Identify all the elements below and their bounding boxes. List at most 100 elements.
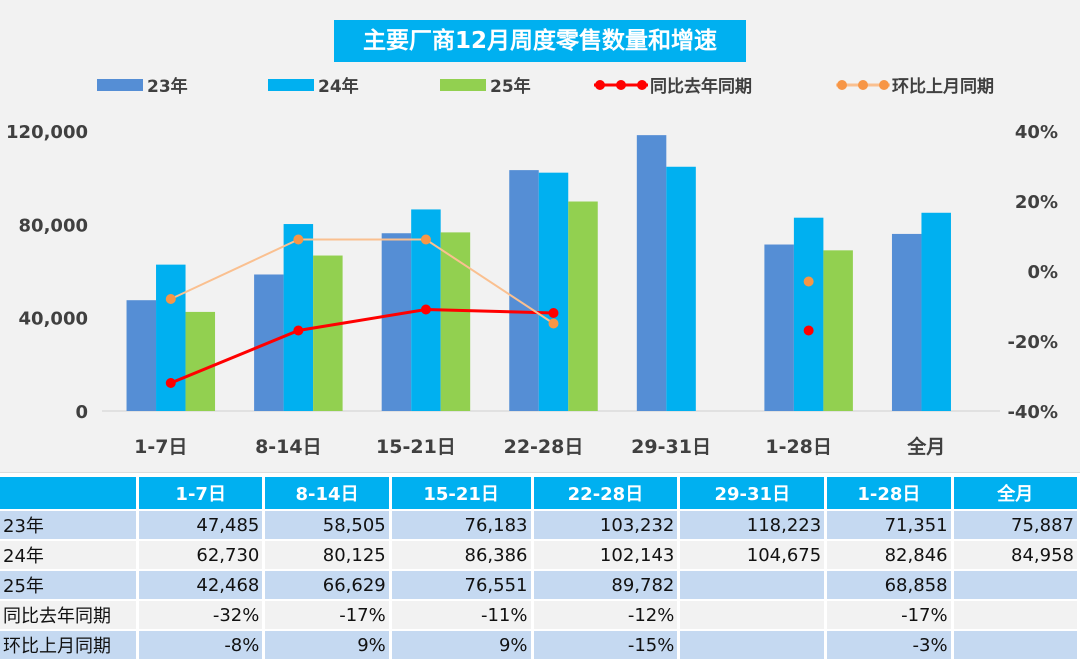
legend-swatch-23年 <box>97 79 143 91</box>
bar-24年-1-28日 <box>793 217 824 411</box>
row-header-cell: 23年 <box>0 511 136 539</box>
x-axis-tick-label: 29-31日 <box>631 436 711 458</box>
legend-label: 23年 <box>147 76 188 97</box>
bar-24年-全月 <box>921 212 951 411</box>
row-header-cell: 24年 <box>0 541 136 569</box>
table-cell: 9% <box>391 631 531 659</box>
table-cell: 118,223 <box>680 511 825 539</box>
line-环比上月同期 <box>170 238 555 325</box>
bar-24年-29-31日 <box>666 166 696 411</box>
table-header-cell <box>0 477 136 509</box>
table-row: 23年 47,485 58,505 76,183 103,232 118,223 71,35… <box>0 511 1077 539</box>
table-cell <box>680 631 825 659</box>
table-cell: -32% <box>139 601 263 629</box>
table-cell: 9% <box>265 631 389 659</box>
bar-25年-1-7日 <box>185 311 216 411</box>
legend-marker-环比上月同期 <box>879 80 889 90</box>
bar-25年-1-28日 <box>823 250 853 411</box>
table-cell <box>680 571 825 599</box>
table-cell: 62,730 <box>139 541 263 569</box>
point-环比上月同期-22-28日 <box>548 318 559 329</box>
table-cell: 103,232 <box>533 511 678 539</box>
point-同比去年同期-22-28日 <box>548 308 559 318</box>
legend-marker-同比去年同期 <box>616 80 626 90</box>
x-axis-tick-label: 8-14日 <box>255 436 322 458</box>
legend-label: 24年 <box>318 76 359 97</box>
x-axis-tick-label: 全月 <box>906 435 945 458</box>
table-cell: 71,351 <box>827 511 951 539</box>
row-header-cell: 25年 <box>0 571 136 599</box>
table-row: 24年 62,730 80,125 86,386 102,143 104,675 82,84… <box>0 541 1077 569</box>
bar-23年-15-21日 <box>381 233 412 411</box>
table-cell: 68,858 <box>827 571 951 599</box>
bar-25年-15-21日 <box>440 232 471 411</box>
table-cell: 84,958 <box>953 541 1077 569</box>
bar-23年-22-28日 <box>509 170 539 411</box>
bar-23年-1-7日 <box>126 300 157 411</box>
legend-label: 25年 <box>490 76 531 97</box>
point-同比去年同期-8-14日 <box>293 325 304 336</box>
table-cell: -11% <box>391 601 531 629</box>
left-axis-tick-label: 80,000 <box>19 215 88 236</box>
bar-24年-8-14日 <box>283 224 314 411</box>
bar-24年-22-28日 <box>538 172 569 411</box>
table-cell <box>953 571 1077 599</box>
table-row: 环比上月同期 -8% 9% 9% -15% -3% <box>0 631 1077 659</box>
bar-25年-8-14日 <box>313 255 343 411</box>
point-环比上月同期-1-7日 <box>165 294 176 304</box>
table-header-cell: 1-28日 <box>827 477 951 509</box>
legend-swatch-24年 <box>268 79 314 91</box>
table-cell: 104,675 <box>680 541 825 569</box>
table-header-cell: 8-14日 <box>265 477 389 509</box>
legend-marker-同比去年同期 <box>637 80 647 90</box>
table-cell: 89,782 <box>533 571 678 599</box>
x-axis-tick-label: 22-28日 <box>504 436 584 458</box>
point-环比上月同期-8-14日 <box>293 234 304 245</box>
legend-marker-环比上月同期 <box>837 80 847 90</box>
table-cell: -15% <box>533 631 678 659</box>
legend-label: 同比去年同期 <box>650 76 752 97</box>
table-cell: 102,143 <box>533 541 678 569</box>
right-axis-tick-label: -20% <box>1007 332 1058 353</box>
point-同比去年同期-1-28日 <box>803 325 814 336</box>
table-row: 25年 42,468 66,629 76,551 89,782 68,858 <box>0 571 1077 599</box>
right-axis-tick-label: 40% <box>1015 122 1058 143</box>
table-header-cell: 15-21日 <box>391 477 531 509</box>
bar-24年-1-7日 <box>156 264 186 411</box>
table-cell <box>953 601 1077 629</box>
table-cell <box>953 631 1077 659</box>
legend-marker-环比上月同期 <box>858 80 868 90</box>
table-header-cell: 22-28日 <box>533 477 678 509</box>
table-cell: 76,183 <box>391 511 531 539</box>
table-cell <box>680 601 825 629</box>
bar-23年-全月 <box>891 233 922 411</box>
table-cell: 82,846 <box>827 541 951 569</box>
x-axis-tick-label: 1-7日 <box>134 436 187 458</box>
chart-svg: 0 40,000 80,000 120,000 -40% -20% 0% 20% 40% 1-7日… <box>6 76 1058 458</box>
left-axis-tick-label: 0 <box>75 402 88 423</box>
point-环比上月同期-1-28日 <box>803 276 814 287</box>
left-axis-tick-label: 40,000 <box>19 309 88 330</box>
point-同比去年同期-1-7日 <box>165 378 176 388</box>
right-axis-tick-label: 0% <box>1027 262 1058 283</box>
table-cell: -12% <box>533 601 678 629</box>
table-cell: -17% <box>265 601 389 629</box>
row-header-cell: 同比去年同期 <box>0 601 136 629</box>
right-axis-tick-label: -40% <box>1007 402 1058 423</box>
table-cell: -3% <box>827 631 951 659</box>
table-cell: 66,629 <box>265 571 389 599</box>
table-cell: 58,505 <box>265 511 389 539</box>
table-cell: 86,386 <box>391 541 531 569</box>
x-axis-tick-label: 1-28日 <box>765 436 832 458</box>
x-axis-tick-label: 15-21日 <box>376 436 456 458</box>
table-cell: 75,887 <box>953 511 1077 539</box>
data-table: 1-7日 8-14日 15-21日 22-28日 29-31日 1-28日 全月 23年 47… <box>0 475 1080 661</box>
right-axis-tick-label: 20% <box>1015 192 1058 213</box>
point-环比上月同期-15-21日 <box>420 234 431 245</box>
table-cell: 42,468 <box>139 571 263 599</box>
table-header-cell: 全月 <box>953 477 1077 509</box>
chart-title: 主要厂商12月周度零售数量和增速 <box>334 20 746 62</box>
row-header-cell: 环比上月同期 <box>0 631 136 659</box>
table-cell: 80,125 <box>265 541 389 569</box>
chart-area: 主要厂商12月周度零售数量和增速 0 40,000 80,000 120,000 -40… <box>0 0 1080 473</box>
